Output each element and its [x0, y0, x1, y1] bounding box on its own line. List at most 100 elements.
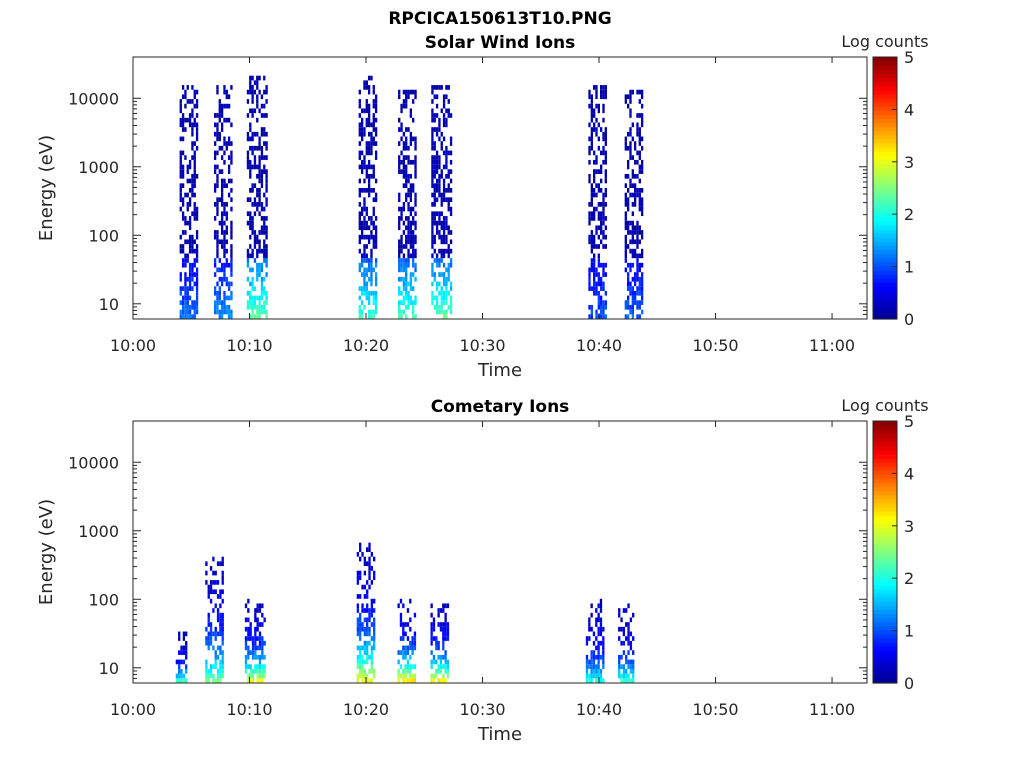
- heatmap-cell: [398, 164, 401, 170]
- heatmap-cell: [437, 612, 440, 618]
- colorbar-segment: [873, 106, 897, 111]
- x-tick-label: 10:40: [576, 700, 622, 719]
- heatmap-cell: [633, 197, 637, 203]
- heatmap-cell: [590, 99, 594, 104]
- heatmap-cell: [253, 300, 257, 305]
- heatmap-cell: [178, 678, 181, 683]
- colorbar-segment: [873, 192, 897, 197]
- heatmap-cell: [445, 309, 448, 315]
- heatmap-cell: [397, 659, 400, 665]
- heatmap-cell: [221, 659, 224, 665]
- colorbar-segment: [873, 118, 897, 124]
- heatmap-cell: [599, 622, 603, 627]
- heatmap-cell: [433, 216, 436, 221]
- heatmap-cell: [223, 276, 226, 282]
- colorbar-segment: [873, 646, 897, 651]
- heatmap-cell: [590, 202, 594, 207]
- heatmap-cell: [588, 103, 591, 109]
- cometary-ylabel: Energy (eV): [36, 499, 57, 605]
- heatmap-cell: [640, 89, 644, 95]
- heatmap-cell: [365, 272, 368, 277]
- heatmap-cell: [367, 300, 371, 305]
- heatmap-cell: [186, 253, 189, 259]
- heatmap-cell: [597, 300, 600, 305]
- heatmap-cell: [597, 295, 600, 301]
- heatmap-cell: [629, 286, 632, 291]
- heatmap-cell: [624, 304, 627, 310]
- heatmap-cell: [246, 159, 250, 165]
- heatmap-cell: [445, 150, 448, 156]
- heatmap-cell: [178, 659, 181, 665]
- heatmap-cell: [600, 178, 603, 184]
- heatmap-cell: [180, 673, 183, 679]
- heatmap-cell: [219, 617, 222, 623]
- heatmap-cell: [220, 169, 224, 174]
- heatmap-cell: [440, 85, 443, 90]
- heatmap-cell: [216, 173, 219, 179]
- heatmap-cell: [246, 197, 250, 203]
- heatmap-cell: [363, 80, 366, 86]
- heatmap-cell: [604, 169, 607, 174]
- heatmap-cell: [256, 131, 259, 137]
- heatmap-cell: [444, 650, 447, 655]
- heatmap-cell: [209, 640, 213, 646]
- heatmap-cell: [195, 136, 199, 142]
- heatmap-cell: [191, 276, 194, 282]
- heatmap-cell: [442, 608, 445, 613]
- heatmap-cell: [590, 244, 594, 249]
- heatmap-cell: [439, 608, 443, 613]
- heatmap-cell: [249, 136, 252, 142]
- heatmap-cell: [413, 664, 417, 669]
- heatmap-cell: [260, 103, 264, 109]
- heatmap-cell: [604, 192, 607, 198]
- heatmap-cell: [636, 244, 639, 249]
- heatmap-cell: [409, 239, 413, 245]
- heatmap-cell: [227, 94, 231, 100]
- heatmap-cell: [265, 262, 268, 268]
- heatmap-cell: [413, 673, 417, 679]
- heatmap-cell: [602, 309, 605, 315]
- heatmap-cell: [365, 188, 368, 193]
- heatmap-cell: [184, 290, 187, 296]
- heatmap-cell: [230, 253, 233, 259]
- heatmap-cell: [442, 122, 446, 128]
- x-tick-label: 10:30: [459, 700, 505, 719]
- heatmap-cell: [590, 127, 594, 132]
- heatmap-cell: [372, 85, 375, 90]
- colorbar-segment: [873, 249, 897, 255]
- heatmap-cell: [585, 636, 589, 641]
- heatmap-cell: [230, 85, 233, 90]
- heatmap-cell: [633, 248, 637, 254]
- heatmap-cell: [407, 248, 410, 254]
- heatmap-cell: [636, 314, 639, 319]
- heatmap-cell: [590, 141, 594, 146]
- heatmap-cell: [181, 197, 185, 203]
- heatmap-cell: [409, 281, 413, 287]
- colorbar-segment: [873, 93, 897, 99]
- heatmap-cell: [440, 295, 443, 301]
- colorbar-segment: [873, 200, 897, 205]
- heatmap-cell: [412, 248, 415, 254]
- heatmap-cell: [446, 668, 450, 674]
- heatmap-cell: [398, 155, 401, 160]
- heatmap-cell: [595, 309, 598, 315]
- heatmap-cell: [363, 244, 366, 249]
- heatmap-cell: [602, 267, 605, 273]
- heatmap-cell: [367, 178, 371, 184]
- heatmap-cell: [435, 159, 439, 165]
- heatmap-cell: [435, 211, 439, 217]
- heatmap-cell: [409, 159, 413, 165]
- heatmap-cell: [407, 89, 410, 95]
- heatmap-cell: [258, 197, 261, 203]
- heatmap-cell: [365, 295, 368, 301]
- heatmap-cell: [632, 650, 635, 655]
- colorbar-segment: [873, 306, 897, 312]
- heatmap-cell: [225, 239, 228, 245]
- heatmap-cell: [221, 626, 224, 632]
- heatmap-cell: [249, 650, 252, 655]
- heatmap-cell: [402, 654, 405, 660]
- heatmap-cell: [625, 678, 628, 683]
- heatmap-cell: [263, 290, 266, 296]
- heatmap-cell: [625, 668, 628, 674]
- heatmap-cell: [256, 276, 259, 282]
